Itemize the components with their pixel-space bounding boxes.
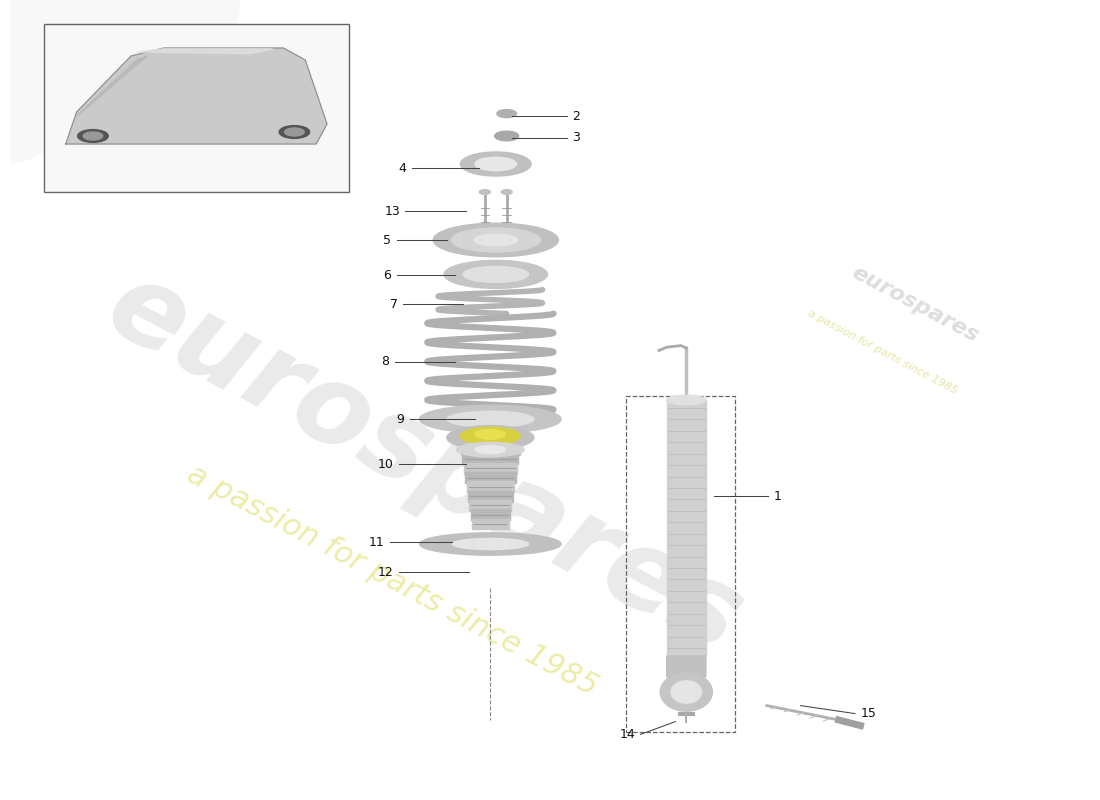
Bar [468,490,513,502]
Text: a passion for parts since 1985: a passion for parts since 1985 [182,459,603,701]
Ellipse shape [78,130,108,142]
Polygon shape [667,656,706,688]
Text: 6: 6 [384,269,392,282]
Bar [465,472,516,483]
Text: 3: 3 [572,131,580,144]
Ellipse shape [475,157,517,170]
Bar [667,400,706,656]
Ellipse shape [433,223,559,257]
Ellipse shape [461,152,531,176]
Ellipse shape [480,190,491,194]
Text: eurospares: eurospares [90,252,760,676]
Text: eurospares: eurospares [848,262,982,346]
Text: 14: 14 [619,728,635,741]
Ellipse shape [495,131,518,141]
Text: 4: 4 [398,162,407,174]
Text: 13: 13 [384,205,400,218]
Polygon shape [136,49,273,54]
Polygon shape [66,48,327,144]
Ellipse shape [456,442,524,457]
Bar [464,462,517,474]
Bar [462,454,518,464]
Ellipse shape [463,266,528,282]
Ellipse shape [667,395,706,405]
Text: 15: 15 [860,707,877,720]
Text: 12: 12 [377,566,394,578]
Ellipse shape [444,261,548,289]
Ellipse shape [461,427,520,445]
Ellipse shape [285,128,305,136]
Ellipse shape [419,406,561,434]
Bar [461,444,519,455]
Text: a passion for parts since 1985: a passion for parts since 1985 [805,308,959,396]
Bar [472,518,508,530]
Ellipse shape [502,190,513,194]
Bar [471,510,510,520]
Polygon shape [77,56,147,116]
Text: 9: 9 [396,413,405,426]
Ellipse shape [84,132,102,140]
Ellipse shape [451,228,540,252]
Ellipse shape [447,426,534,450]
Text: 8: 8 [381,355,389,368]
Text: 10: 10 [377,458,394,470]
Ellipse shape [447,411,534,427]
Text: 5: 5 [383,234,392,246]
Text: 11: 11 [368,536,385,549]
Bar [626,396,735,732]
Bar [470,500,512,511]
Ellipse shape [279,126,309,138]
Circle shape [660,673,713,711]
Ellipse shape [419,533,561,555]
Ellipse shape [474,234,517,246]
Bar [44,24,349,192]
Ellipse shape [475,446,506,454]
Text: 7: 7 [389,298,398,310]
Bar [466,482,514,492]
Text: 1: 1 [773,490,781,502]
Ellipse shape [452,538,528,550]
Ellipse shape [497,110,517,118]
Text: 2: 2 [572,110,580,122]
Ellipse shape [475,430,506,439]
Circle shape [671,681,702,703]
Bar [667,400,706,656]
